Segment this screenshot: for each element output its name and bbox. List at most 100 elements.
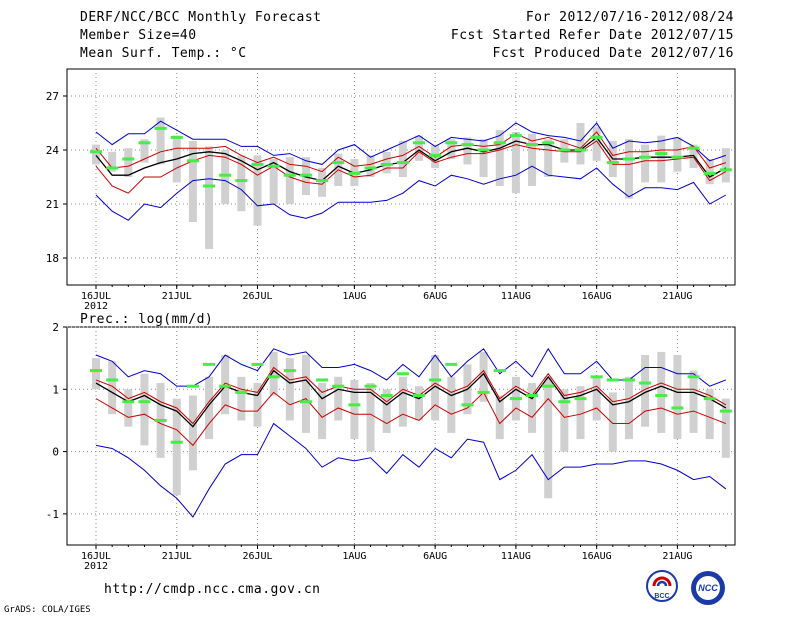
spread-box	[253, 155, 262, 226]
median-mark	[719, 168, 732, 172]
spread-box	[398, 376, 407, 427]
spread-box	[495, 395, 504, 440]
refer-date: Fcst Started Refer Date 2012/07/15	[450, 28, 734, 43]
spread-box	[657, 351, 666, 433]
y-tick-label: 21	[46, 198, 59, 211]
series-line-min	[95, 165, 727, 221]
spread-box	[108, 151, 117, 172]
median-mark	[509, 397, 522, 401]
precipitation-chart: -1 0 1 2 16JUL 21JUL 26JUL 1AUG 6AUG 11AUG 16AUG 21…	[46, 321, 736, 572]
median-mark	[251, 362, 264, 366]
y-tick-label: 1	[52, 383, 59, 396]
median-mark	[186, 159, 199, 163]
series-line-min	[95, 422, 727, 518]
median-mark	[316, 378, 329, 382]
median-mark	[380, 162, 393, 166]
median-mark	[380, 394, 393, 398]
spread-box	[463, 137, 472, 165]
spread-box	[447, 376, 456, 433]
chart-title: DERF/NCC/BCC Monthly Forecast	[80, 10, 322, 25]
median-mark	[477, 148, 490, 152]
spread-box	[92, 144, 100, 165]
spread-box	[366, 155, 375, 177]
median-mark	[219, 384, 232, 388]
x-tick-label: 21JUL	[162, 551, 192, 562]
spread-box	[301, 355, 310, 433]
variable-label: Mean Surf. Temp.: °C	[80, 46, 247, 61]
logos: BCC NCC	[646, 570, 725, 605]
median-mark	[703, 171, 716, 175]
spread-box	[285, 358, 294, 421]
spread-box	[431, 355, 440, 421]
median-mark	[138, 141, 151, 145]
median-mark	[106, 378, 119, 382]
spread-box	[140, 373, 149, 446]
spread-box	[641, 144, 650, 183]
x-tick-label: 1AUG	[342, 551, 366, 562]
series-line-lower	[95, 140, 727, 194]
series-line-max	[95, 347, 727, 387]
series-line-max	[95, 120, 727, 165]
spread-box	[188, 395, 197, 471]
spread-box	[205, 146, 214, 249]
spread-box	[285, 157, 294, 204]
spread-box	[334, 376, 343, 421]
spread-box	[689, 370, 698, 433]
ncc-logo-icon: NCC	[691, 571, 725, 605]
forecast-range: For 2012/07/16-2012/08/24	[525, 10, 734, 25]
median-mark	[429, 153, 442, 157]
median-mark	[364, 384, 377, 388]
x-tick-label: 26JUL	[242, 551, 272, 562]
year-label: 2012	[84, 301, 108, 312]
y-tick-label: 2	[52, 321, 59, 334]
x-tick-label: 21AUG	[662, 291, 692, 302]
spread-box	[382, 151, 391, 174]
median-mark	[90, 150, 102, 154]
spread-box	[398, 141, 407, 177]
series-line-upper	[95, 366, 727, 425]
median-mark	[106, 166, 119, 170]
spread-box	[528, 133, 537, 186]
median-mark	[526, 394, 539, 398]
median-mark	[154, 418, 167, 422]
spread-box	[318, 383, 327, 440]
median-mark	[299, 400, 312, 404]
median-mark	[671, 406, 684, 410]
y-tick-label: 0	[52, 446, 59, 459]
median-mark	[445, 362, 458, 366]
median-mark	[606, 378, 619, 382]
median-mark	[461, 403, 474, 407]
median-mark	[574, 397, 587, 401]
spread-box	[576, 123, 585, 165]
y-tick-label: 27	[46, 90, 59, 103]
spread-box	[721, 398, 730, 458]
spread-box	[415, 386, 423, 421]
year-label: 2012	[84, 561, 108, 572]
spread-box	[188, 141, 197, 222]
spread-box	[269, 351, 278, 396]
spread-box	[721, 148, 730, 183]
series-line-lower	[95, 391, 727, 447]
median-mark	[170, 135, 183, 139]
median-mark	[558, 400, 571, 404]
median-mark	[122, 400, 135, 404]
x-tick-label: 6AUG	[423, 551, 447, 562]
median-mark	[526, 143, 539, 147]
spread-box	[350, 379, 359, 440]
median-mark	[687, 375, 700, 379]
median-mark	[348, 171, 361, 175]
x-tick-label: 16JUL	[81, 291, 111, 302]
median-mark	[590, 375, 603, 379]
spread-box	[269, 159, 278, 204]
median-mark	[251, 162, 264, 166]
spread-box	[221, 355, 230, 415]
y-tick-label: 18	[46, 252, 59, 265]
x-tick-label: 21JUL	[162, 291, 192, 302]
x-tick-label: 16AUG	[582, 551, 612, 562]
spread-box	[576, 386, 585, 440]
spread-box	[673, 137, 682, 172]
median-mark	[606, 161, 619, 165]
spread-box	[705, 159, 714, 185]
median-mark	[90, 369, 102, 373]
series-line-mean	[95, 136, 727, 182]
